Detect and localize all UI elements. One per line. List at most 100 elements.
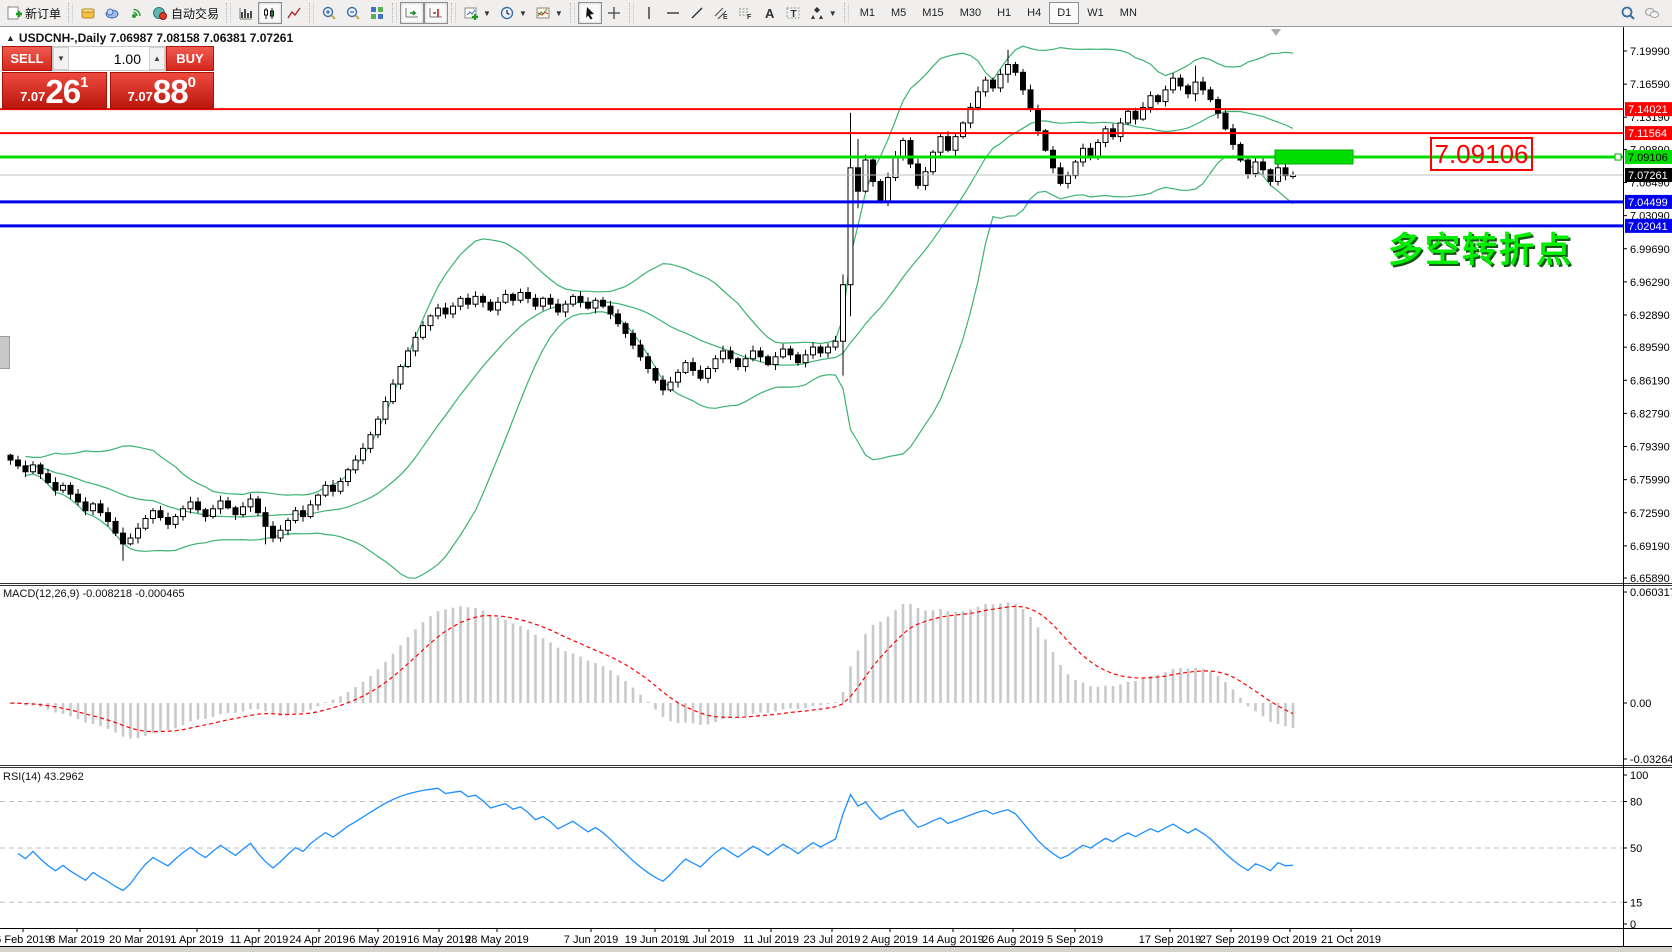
crosshair-button[interactable] (602, 2, 626, 24)
candle-chart-icon (264, 8, 275, 19)
timeframe-W1-button[interactable]: W1 (1087, 7, 1104, 19)
buy-button[interactable]: BUY (166, 46, 214, 71)
svg-text:5 Sep 2019: 5 Sep 2019 (1047, 934, 1103, 946)
svg-text:6.65890: 6.65890 (1630, 573, 1670, 585)
buy-price-box[interactable]: 7.07 88 0 (109, 72, 214, 109)
bar-chart-button[interactable] (234, 2, 258, 24)
dropdown-arrow-icon: ▼ (518, 8, 527, 18)
toolbar-separator (309, 3, 315, 23)
cursor-button[interactable] (577, 2, 602, 24)
chart-shift-button[interactable] (424, 2, 449, 24)
bollinger-band-line[interactable] (25, 45, 1294, 496)
svg-text:E: E (723, 14, 728, 21)
hline-button[interactable] (661, 2, 685, 24)
volume-input[interactable] (69, 47, 149, 70)
svg-text:14 Aug 2019: 14 Aug 2019 (922, 934, 984, 946)
cloud-button[interactable] (100, 2, 124, 24)
vline-icon (648, 7, 650, 19)
text-button[interactable]: A (757, 2, 781, 24)
timeframe-M5-button[interactable]: M5 (891, 7, 907, 19)
auto-scroll-button[interactable] (400, 2, 425, 24)
one-click-trade-panel: SELL ▼ ▲ BUY 7.07 26 1 7.07 88 0 (2, 46, 214, 109)
candle-chart-button[interactable] (258, 2, 283, 24)
templates-button[interactable]: ▼ (531, 2, 567, 24)
svg-text:6.99690: 6.99690 (1630, 244, 1670, 256)
svg-text:80: 80 (1630, 797, 1642, 809)
dropdown-arrow-icon: ▼ (483, 8, 491, 18)
crosshair-icon (607, 7, 620, 19)
toolbar-separator (226, 3, 232, 23)
timeframe-M15-button[interactable]: M15 (922, 7, 944, 19)
svg-text:6.79390: 6.79390 (1630, 442, 1670, 454)
svg-text:6 May 2019: 6 May 2019 (349, 934, 406, 946)
svg-text:6.89590: 6.89590 (1630, 342, 1670, 354)
volume-decrease-button[interactable]: ▼ (53, 47, 69, 70)
highlight-rect-object[interactable] (1274, 149, 1354, 165)
auto-trading-button[interactable]: 自动交易 (148, 2, 223, 24)
svg-text:7.11564: 7.11564 (1628, 128, 1667, 140)
svg-text:26 Aug 2019: 26 Aug 2019 (982, 934, 1044, 946)
chart-title: ▲ USDCNH-,Daily 7.06987 7.08158 7.06381 … (6, 31, 293, 45)
line-chart-button[interactable] (282, 2, 306, 24)
svg-text:19 Jun 2019: 19 Jun 2019 (625, 934, 686, 946)
trendline-button[interactable] (685, 2, 709, 24)
svg-text:6.69190: 6.69190 (1630, 541, 1670, 553)
svg-text:6.72590: 6.72590 (1630, 508, 1670, 520)
timeframe-MN-button[interactable]: MN (1119, 7, 1137, 19)
buy-price-pip: 0 (187, 74, 196, 91)
annotation-text-cn[interactable]: 多空转折点 (1388, 231, 1574, 270)
svg-text:9 Oct 2019: 9 Oct 2019 (1263, 934, 1317, 946)
svg-text:15: 15 (1630, 897, 1642, 909)
vline-button[interactable] (637, 2, 661, 24)
periods-button[interactable]: ▼ (495, 2, 531, 24)
bollinger-band-line[interactable] (25, 110, 1294, 518)
toolbar-separator (68, 3, 74, 23)
chart-area[interactable]: 7.199907.165907.131907.098907.064907.030… (0, 27, 1672, 947)
svg-text:F: F (747, 14, 752, 21)
svg-text:7.04499: 7.04499 (1628, 197, 1668, 209)
new-order-button[interactable]: 新订单 (2, 2, 65, 24)
svg-text:23 Jul 2019: 23 Jul 2019 (804, 934, 861, 946)
tile-windows-button[interactable] (365, 2, 389, 24)
bollinger-band-line[interactable] (25, 155, 1294, 579)
toolbar-separator (569, 3, 575, 23)
timeframe-D1-button[interactable]: D1 (1049, 2, 1080, 24)
svg-text:0.060317: 0.060317 (1630, 587, 1672, 599)
price-callout-box[interactable]: 7.09106 (1430, 137, 1533, 171)
timeframe-H4-button[interactable]: H4 (1027, 7, 1042, 19)
chat-button[interactable] (1640, 2, 1664, 24)
zoom-out-button[interactable] (341, 2, 365, 24)
line-chart-icon (287, 7, 301, 19)
sell-button[interactable]: SELL (2, 46, 52, 71)
label-button[interactable]: T (781, 2, 805, 24)
shapes-button[interactable]: ▼ (805, 2, 841, 24)
chart-shift-marker[interactable] (1271, 29, 1281, 36)
panel-grip[interactable] (0, 336, 10, 369)
new-order-button-label: 新订单 (25, 6, 62, 21)
shapes-icon (810, 7, 823, 19)
collapse-panel-icon[interactable]: ▲ (6, 33, 15, 43)
search-button[interactable] (1616, 2, 1640, 24)
timeframe-H1-button[interactable]: H1 (997, 7, 1012, 19)
svg-text:24 Apr 2019: 24 Apr 2019 (289, 934, 348, 946)
timeframe-M1-button[interactable]: M1 (859, 7, 875, 19)
zoom-in-button[interactable] (317, 2, 341, 24)
auto-scroll-icon (405, 8, 419, 18)
search-icon (1621, 6, 1635, 20)
signal-button[interactable] (124, 2, 148, 24)
publisher-button[interactable] (76, 2, 100, 24)
channel-button[interactable]: E (709, 2, 733, 24)
svg-text:A: A (765, 6, 775, 21)
sell-price-box[interactable]: 7.07 26 1 (2, 72, 107, 109)
indicators-button[interactable]: ▼ (459, 2, 495, 24)
fibo-button[interactable]: F (733, 2, 757, 24)
timeframe-M30-button[interactable]: M30 (959, 7, 982, 19)
toolbar-separator (843, 3, 849, 23)
svg-text:0.00: 0.00 (1630, 698, 1651, 710)
template-icon (536, 7, 550, 19)
bar-chart-icon (239, 8, 253, 20)
volume-increase-button[interactable]: ▲ (149, 47, 165, 70)
zoom-out-icon (346, 6, 360, 20)
